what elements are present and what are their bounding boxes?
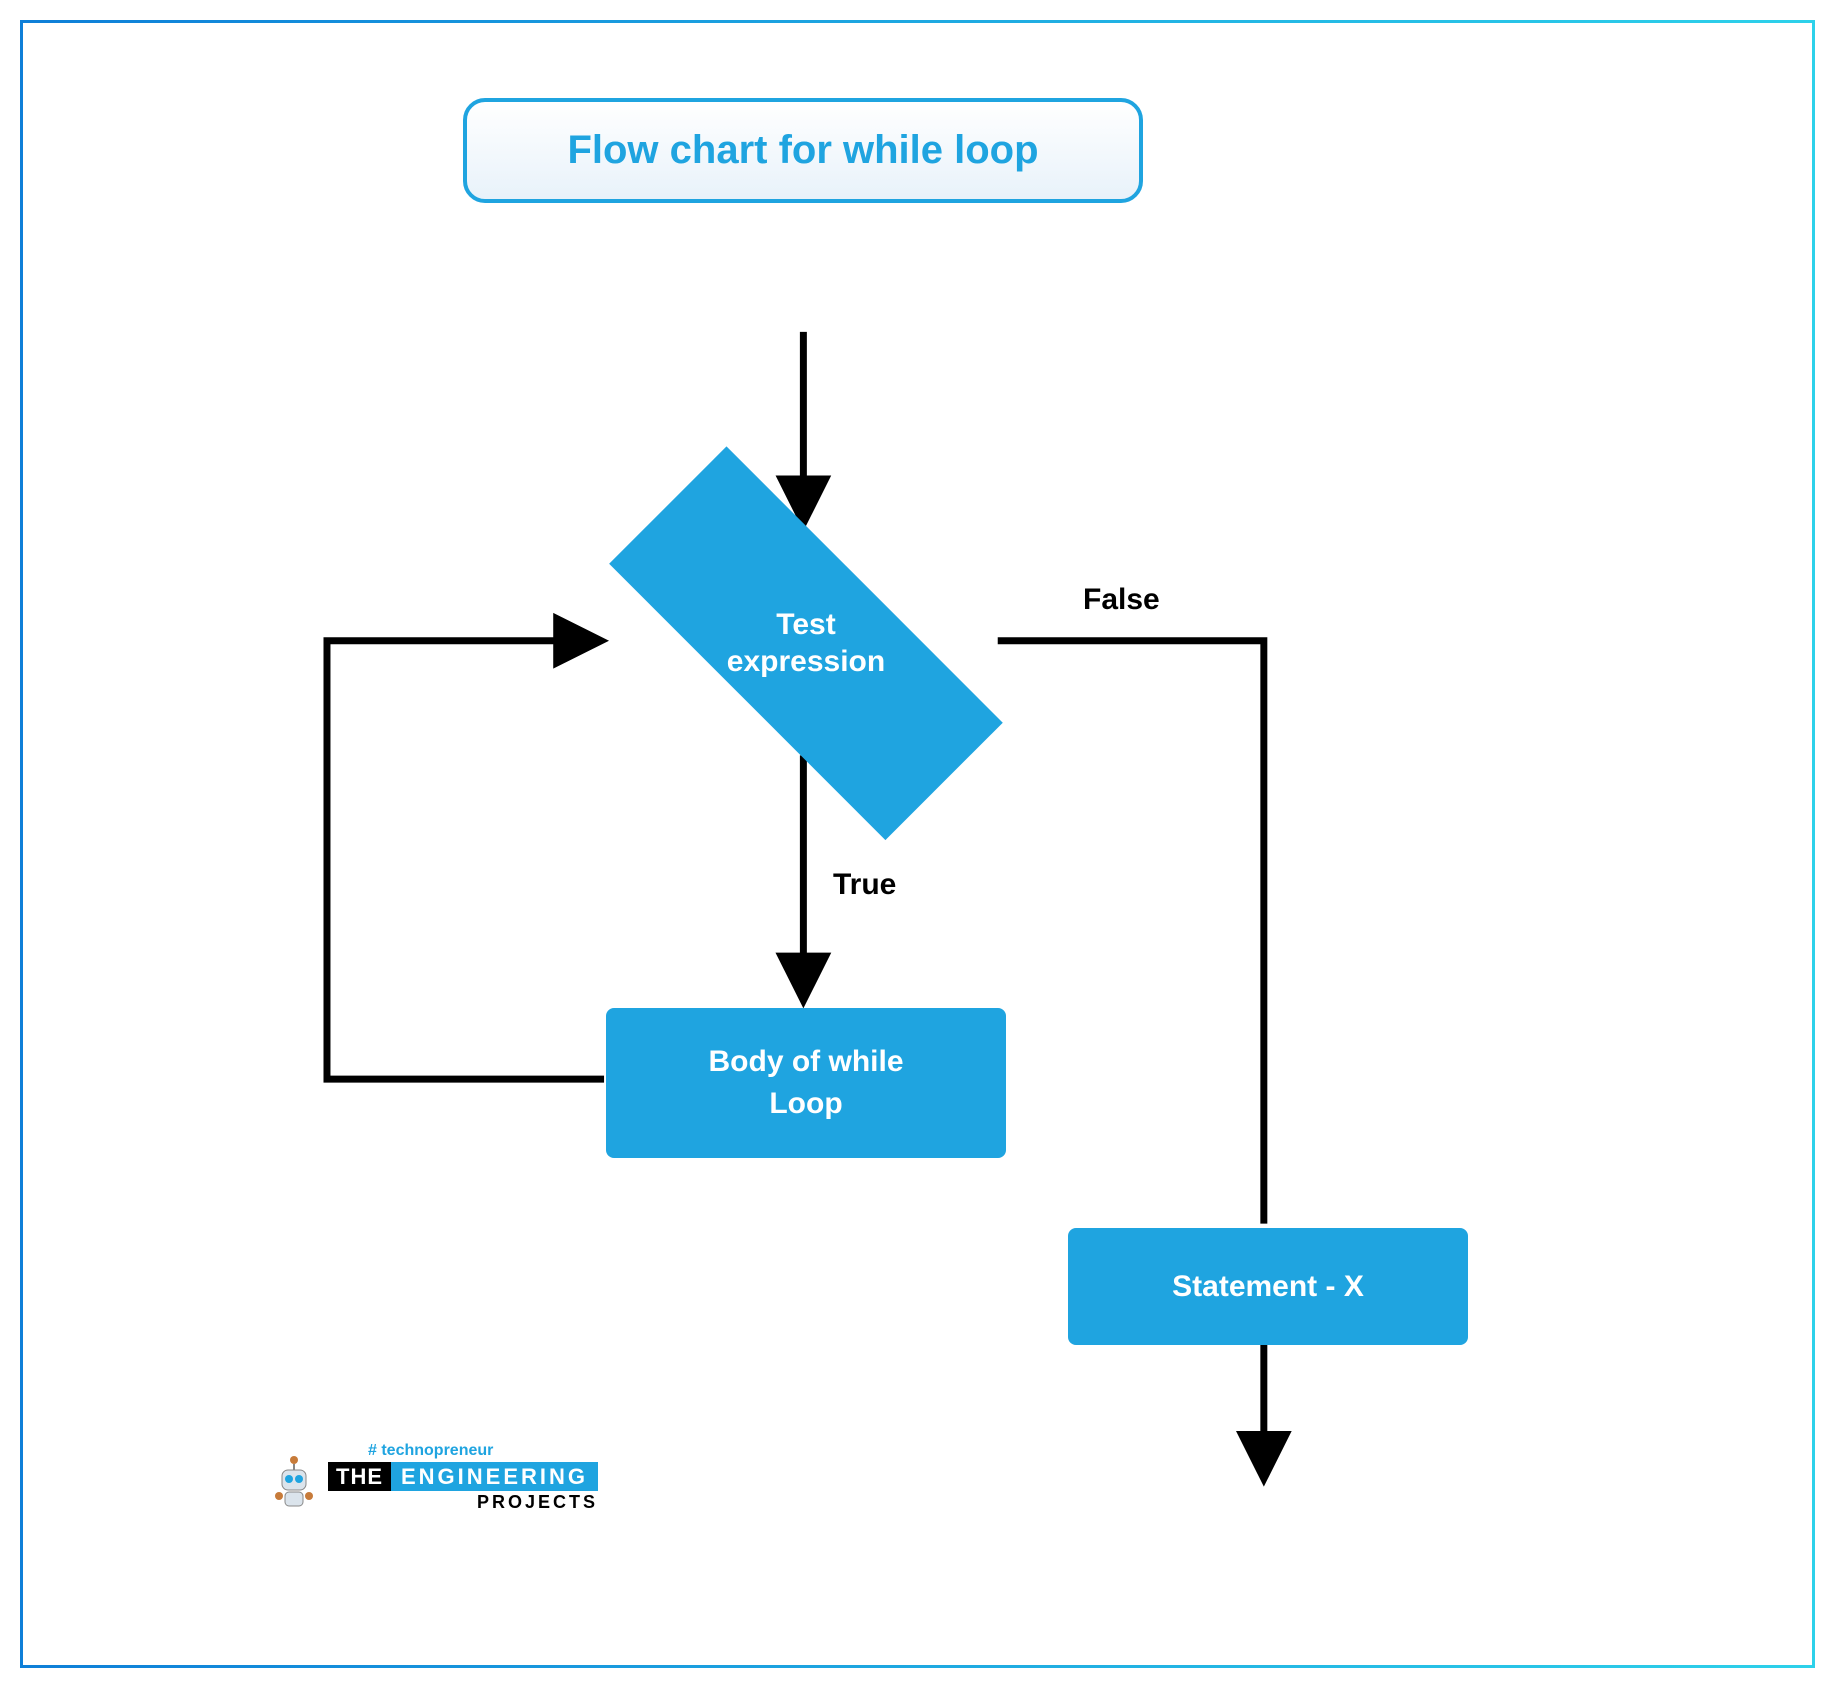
statement-label: Statement - X (1172, 1266, 1364, 1308)
body-label: Body of while Loop (709, 1041, 904, 1125)
statement-node: Statement - X (1068, 1228, 1468, 1345)
diagram-frame: Flow chart for while loop Test expressio… (20, 20, 1815, 1668)
decision-label-line1: Test (776, 608, 835, 641)
connectors-layer (23, 23, 1812, 1665)
body-label-line2: Loop (769, 1087, 842, 1120)
decision-node: Test expression (611, 528, 1001, 758)
edge-label-true-branch: True (833, 868, 896, 902)
edge-false-branch (998, 641, 1264, 1224)
edge-loop-back (327, 641, 604, 1079)
logo-text-block: # technopreneur THE ENGINEERING PROJECTS (328, 1443, 598, 1512)
logo-engineering: ENGINEERING (391, 1462, 598, 1491)
decision-label-line2: expression (727, 645, 885, 678)
logo-main-row: THE ENGINEERING (328, 1462, 598, 1491)
robot-icon (268, 1452, 320, 1512)
logo-tagline: # technopreneur (368, 1443, 598, 1460)
body-label-line1: Body of while (709, 1045, 904, 1078)
logo-projects: PROJECTS (328, 1493, 598, 1512)
logo-the: THE (328, 1462, 391, 1491)
decision-label: Test expression (727, 606, 885, 681)
brand-logo: # technopreneur THE ENGINEERING PROJECTS (268, 1443, 598, 1512)
chart-title: Flow chart for while loop (463, 98, 1143, 203)
chart-title-text: Flow chart for while loop (567, 128, 1038, 173)
body-node: Body of while Loop (606, 1008, 1006, 1158)
edge-label-false-branch: False (1083, 583, 1160, 617)
